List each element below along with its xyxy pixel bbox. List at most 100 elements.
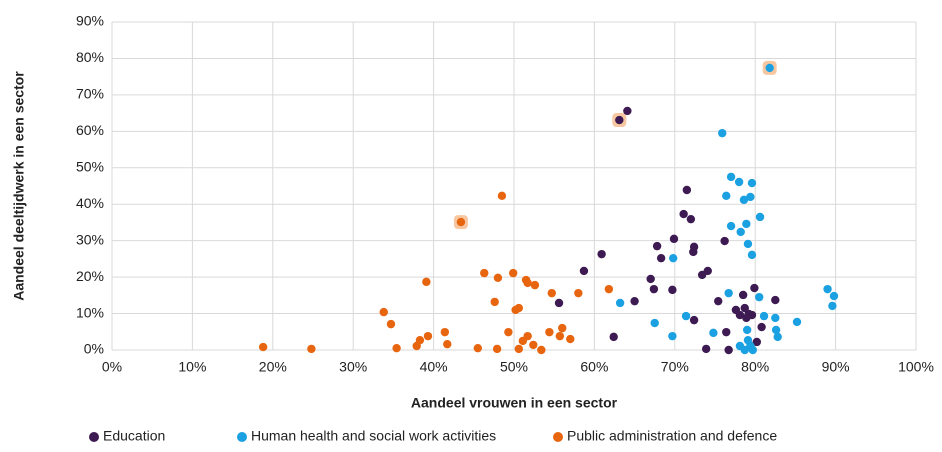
point bbox=[750, 283, 759, 293]
point bbox=[623, 106, 632, 116]
x-tick-label: 20% bbox=[259, 359, 287, 375]
point bbox=[480, 268, 489, 278]
point bbox=[422, 277, 431, 287]
point bbox=[668, 253, 678, 263]
point bbox=[615, 298, 625, 308]
y-tick-label: 10% bbox=[76, 304, 104, 320]
x-tick-label: 60% bbox=[580, 359, 608, 375]
point bbox=[689, 315, 699, 325]
point bbox=[669, 234, 679, 244]
point bbox=[742, 219, 751, 229]
x-axis-label: Aandeel vrouwen in een sector bbox=[411, 395, 618, 411]
point bbox=[504, 327, 513, 337]
point bbox=[493, 273, 503, 283]
point bbox=[829, 291, 839, 301]
point bbox=[735, 310, 745, 320]
point bbox=[765, 63, 774, 73]
point bbox=[742, 325, 752, 335]
x-tick-label: 40% bbox=[420, 359, 448, 375]
point bbox=[386, 319, 396, 329]
point bbox=[701, 344, 711, 354]
point bbox=[492, 344, 502, 354]
point bbox=[545, 327, 554, 337]
point bbox=[630, 296, 639, 306]
y-tick-label: 80% bbox=[76, 49, 104, 65]
point bbox=[392, 343, 401, 353]
point bbox=[714, 296, 723, 306]
y-tick-label: 30% bbox=[76, 231, 104, 247]
y-tick-label: 20% bbox=[76, 268, 104, 284]
legend-marker bbox=[553, 432, 563, 442]
point bbox=[747, 310, 757, 320]
point bbox=[597, 249, 606, 259]
point bbox=[508, 268, 518, 278]
y-tick-label: 70% bbox=[76, 86, 104, 102]
point bbox=[755, 212, 765, 222]
point bbox=[555, 331, 565, 341]
legend-marker bbox=[89, 432, 99, 442]
point bbox=[738, 290, 748, 300]
point bbox=[307, 344, 316, 354]
point bbox=[423, 331, 433, 341]
point bbox=[529, 340, 538, 350]
x-tick-label: 10% bbox=[178, 359, 206, 375]
y-tick-label: 60% bbox=[76, 122, 104, 138]
point bbox=[456, 217, 466, 227]
legend-label: Education bbox=[103, 428, 165, 444]
point bbox=[514, 344, 524, 354]
point bbox=[726, 221, 736, 231]
point bbox=[722, 191, 731, 201]
point bbox=[686, 214, 696, 224]
point bbox=[771, 325, 781, 335]
point bbox=[755, 292, 764, 302]
point bbox=[523, 278, 532, 288]
point bbox=[415, 335, 425, 345]
x-tick-label: 100% bbox=[898, 359, 934, 375]
point bbox=[473, 343, 483, 353]
point bbox=[566, 334, 575, 344]
point bbox=[747, 178, 757, 188]
point bbox=[771, 295, 780, 305]
point bbox=[511, 305, 520, 315]
point bbox=[497, 191, 507, 201]
point bbox=[792, 317, 802, 327]
x-tick-label: 70% bbox=[661, 359, 689, 375]
point bbox=[679, 209, 688, 219]
point bbox=[604, 284, 614, 294]
point bbox=[724, 288, 733, 298]
point bbox=[609, 332, 618, 342]
point bbox=[574, 288, 583, 298]
point bbox=[258, 342, 268, 352]
point bbox=[747, 250, 757, 260]
point bbox=[646, 274, 655, 284]
point bbox=[579, 266, 589, 276]
point bbox=[650, 318, 659, 328]
point bbox=[443, 339, 452, 349]
point bbox=[773, 332, 782, 342]
point bbox=[703, 266, 712, 276]
y-tick-label: 0% bbox=[84, 341, 104, 357]
point bbox=[752, 337, 762, 347]
y-axis-label: Aandeel deeltijdwerk in een sector bbox=[11, 71, 27, 301]
point bbox=[722, 327, 731, 337]
y-tick-label: 40% bbox=[76, 195, 104, 211]
y-tick-label: 90% bbox=[76, 13, 104, 29]
point bbox=[668, 285, 677, 295]
point bbox=[652, 241, 662, 251]
y-tick-label: 50% bbox=[76, 158, 104, 174]
point bbox=[440, 327, 450, 337]
legend-marker bbox=[237, 432, 247, 442]
point bbox=[718, 128, 727, 138]
point bbox=[743, 239, 753, 249]
point bbox=[668, 331, 677, 341]
point bbox=[554, 298, 564, 308]
x-tick-label: 50% bbox=[500, 359, 528, 375]
point bbox=[823, 284, 832, 294]
point bbox=[379, 307, 388, 317]
point bbox=[757, 322, 766, 332]
point bbox=[739, 195, 749, 205]
point bbox=[736, 227, 745, 237]
point bbox=[724, 345, 733, 355]
point bbox=[828, 301, 837, 311]
